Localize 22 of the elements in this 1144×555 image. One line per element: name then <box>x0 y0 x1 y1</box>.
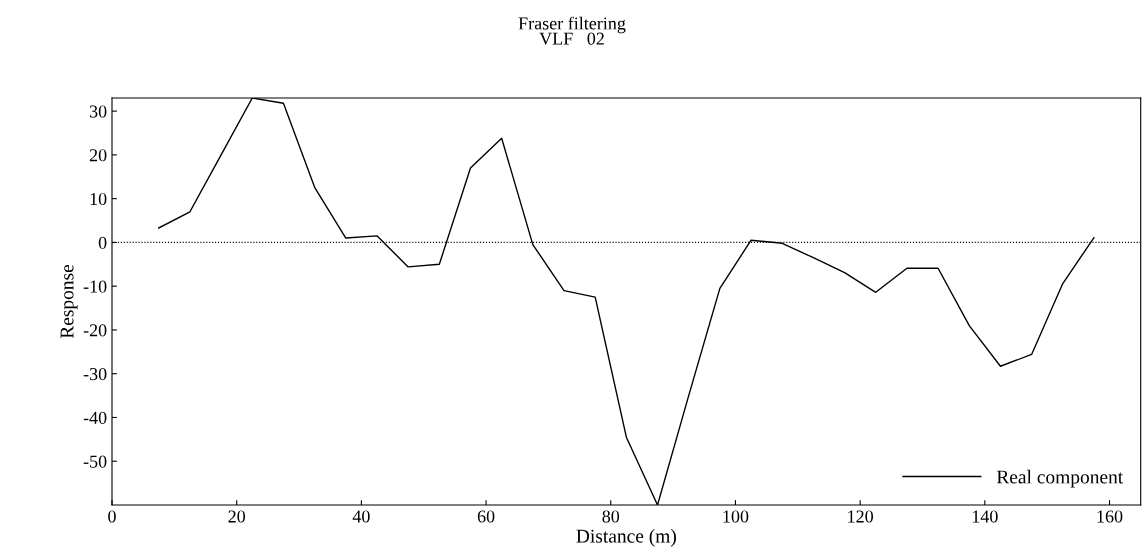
y-tick-label: 10 <box>90 192 107 206</box>
y-tick-label: -40 <box>83 411 107 424</box>
x-tick-label: 60 <box>477 510 495 523</box>
y-axis-title: Response <box>60 264 78 339</box>
legend-label: Real component <box>996 469 1124 488</box>
x-tick-label: 100 <box>723 510 749 523</box>
y-tick-label: 30 <box>89 105 107 118</box>
y-tick-label: 0 <box>98 236 107 249</box>
y-tick-label: -10 <box>83 280 107 293</box>
x-tick-label: 0 <box>108 510 116 523</box>
x-axis-title: Distance (m) <box>576 529 676 547</box>
y-tick-label: -50 <box>83 455 107 468</box>
x-tick-label: 120 <box>848 510 874 523</box>
chart-title: Fraser filtering VLF 02 <box>518 16 626 45</box>
y-tick-label: 20 <box>89 149 107 162</box>
x-tick-label: 80 <box>602 510 620 523</box>
x-tick-label: 140 <box>972 510 998 523</box>
y-tick-label: -30 <box>83 367 107 381</box>
y-tick-label: -20 <box>83 324 107 337</box>
x-tick-label: 40 <box>352 510 370 523</box>
x-tick-label: 160 <box>1097 510 1123 523</box>
x-tick-label: 20 <box>228 510 246 523</box>
